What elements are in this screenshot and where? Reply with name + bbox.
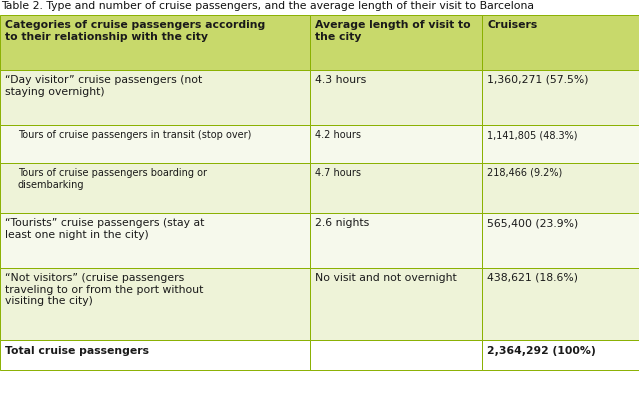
Text: 4.7 hours: 4.7 hours bbox=[315, 168, 361, 178]
Text: “Not visitors” (cruise passengers
traveling to or from the port without
visiting: “Not visitors” (cruise passengers travel… bbox=[5, 273, 203, 306]
Text: 218,466 (9.2%): 218,466 (9.2%) bbox=[487, 168, 562, 178]
Text: Tours of cruise passengers boarding or
disembarking: Tours of cruise passengers boarding or d… bbox=[18, 168, 207, 189]
Text: 1,360,271 (57.5%): 1,360,271 (57.5%) bbox=[487, 75, 589, 85]
Text: 4.2 hours: 4.2 hours bbox=[315, 130, 361, 140]
Text: “Tourists” cruise passengers (stay at
least one night in the city): “Tourists” cruise passengers (stay at le… bbox=[5, 218, 204, 240]
Text: Average length of visit to
the city: Average length of visit to the city bbox=[315, 20, 471, 42]
Text: 2,364,292 (100%): 2,364,292 (100%) bbox=[487, 346, 596, 356]
Text: 1,141,805 (48.3%): 1,141,805 (48.3%) bbox=[487, 130, 578, 140]
Text: Total cruise passengers: Total cruise passengers bbox=[5, 346, 149, 356]
Text: Cruisers: Cruisers bbox=[487, 20, 537, 30]
Text: 4.3 hours: 4.3 hours bbox=[315, 75, 366, 85]
Text: Tours of cruise passengers in transit (stop over): Tours of cruise passengers in transit (s… bbox=[18, 130, 251, 140]
Text: 2.6 nights: 2.6 nights bbox=[315, 218, 369, 228]
Text: Categories of cruise passengers according
to their relationship with the city: Categories of cruise passengers accordin… bbox=[5, 20, 265, 42]
Text: “Day visitor” cruise passengers (not
staying overnight): “Day visitor” cruise passengers (not sta… bbox=[5, 75, 203, 97]
Text: No visit and not overnight: No visit and not overnight bbox=[315, 273, 457, 283]
Text: Table 2. Type and number of cruise passengers, and the average length of their v: Table 2. Type and number of cruise passe… bbox=[1, 1, 534, 11]
Text: 438,621 (18.6%): 438,621 (18.6%) bbox=[487, 273, 578, 283]
Text: 565,400 (23.9%): 565,400 (23.9%) bbox=[487, 218, 578, 228]
